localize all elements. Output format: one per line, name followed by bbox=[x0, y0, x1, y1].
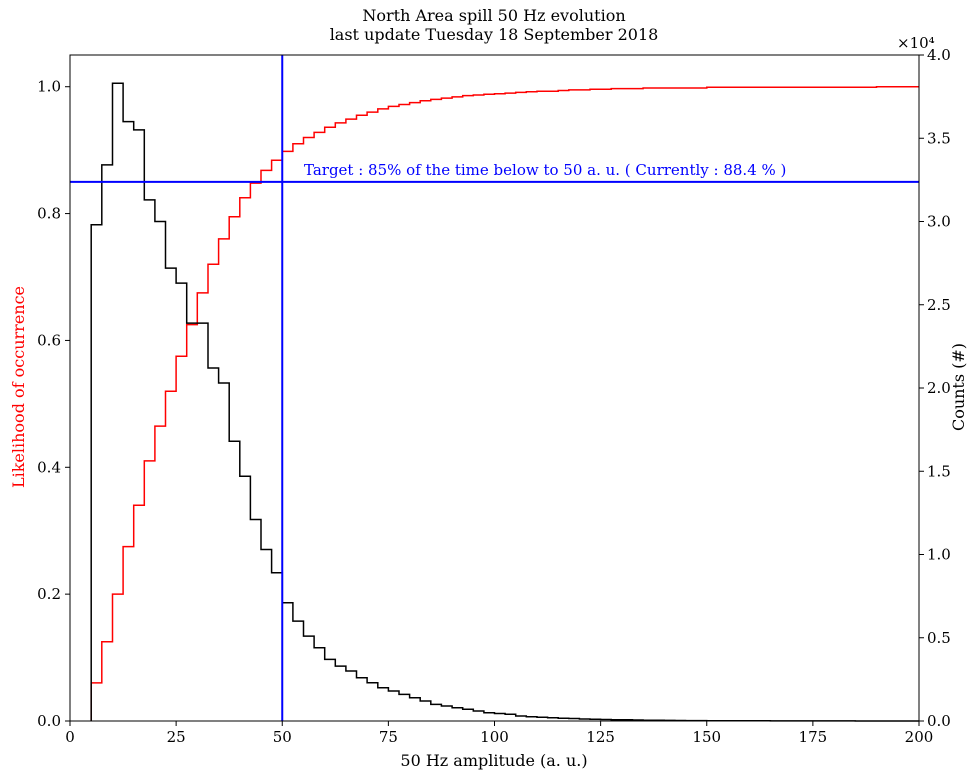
x-tick-label: 50 bbox=[273, 728, 292, 746]
y-right-tick-label: 0.5 bbox=[927, 629, 951, 647]
y-right-tick-label: 2.5 bbox=[927, 296, 951, 314]
right-axis-multiplier: ×10⁴ bbox=[897, 34, 935, 52]
x-tick-label: 125 bbox=[586, 728, 615, 746]
y-right-tick-label: 3.0 bbox=[927, 213, 951, 231]
y-right-tick-label: 1.5 bbox=[927, 462, 951, 480]
x-tick-label: 150 bbox=[692, 728, 721, 746]
x-axis-label: 50 Hz amplitude (a. u.) bbox=[400, 751, 587, 770]
counts-histogram-series bbox=[90, 82, 919, 722]
x-tick-label: 25 bbox=[167, 728, 186, 746]
y-axis-label-left: Likelihood of occurrence bbox=[9, 286, 28, 488]
x-tick-label: 200 bbox=[905, 728, 934, 746]
y-left-tick-label: 0.8 bbox=[37, 205, 61, 223]
y-left-tick-label: 0.2 bbox=[37, 585, 61, 603]
y-right-tick-label: 4.0 bbox=[927, 46, 951, 64]
x-tick-label: 175 bbox=[799, 728, 828, 746]
chart-title: North Area spill 50 Hz evolution bbox=[362, 6, 625, 25]
y-axis-label-right: Counts (#) bbox=[949, 343, 968, 431]
x-tick-label: 100 bbox=[480, 728, 509, 746]
y-left-tick-label: 0.0 bbox=[37, 712, 61, 730]
chart-subtitle: last update Tuesday 18 September 2018 bbox=[330, 25, 659, 44]
likelihood-cdf-series bbox=[90, 85, 919, 721]
y-left-tick-label: 1.0 bbox=[37, 78, 61, 96]
y-right-tick-label: 2.0 bbox=[927, 379, 951, 397]
plot-frame bbox=[69, 54, 920, 722]
chart-marks bbox=[70, 55, 919, 722]
axis-ticks: 0 25 50 75 100 125 150 175 2000.00.20.40.60.81.0… bbox=[37, 46, 951, 746]
y-right-tick-label: 1.0 bbox=[927, 546, 951, 564]
y-right-tick-label: 0.0 bbox=[927, 712, 951, 730]
y-left-tick-label: 0.6 bbox=[37, 331, 61, 349]
y-left-tick-label: 0.4 bbox=[37, 458, 61, 476]
x-tick-label: 0 bbox=[65, 728, 75, 746]
x-tick-label: 75 bbox=[379, 728, 398, 746]
y-right-tick-label: 3.5 bbox=[927, 129, 951, 147]
annotation-text: Target : 85% of the time below to 50 a. … bbox=[304, 161, 786, 179]
